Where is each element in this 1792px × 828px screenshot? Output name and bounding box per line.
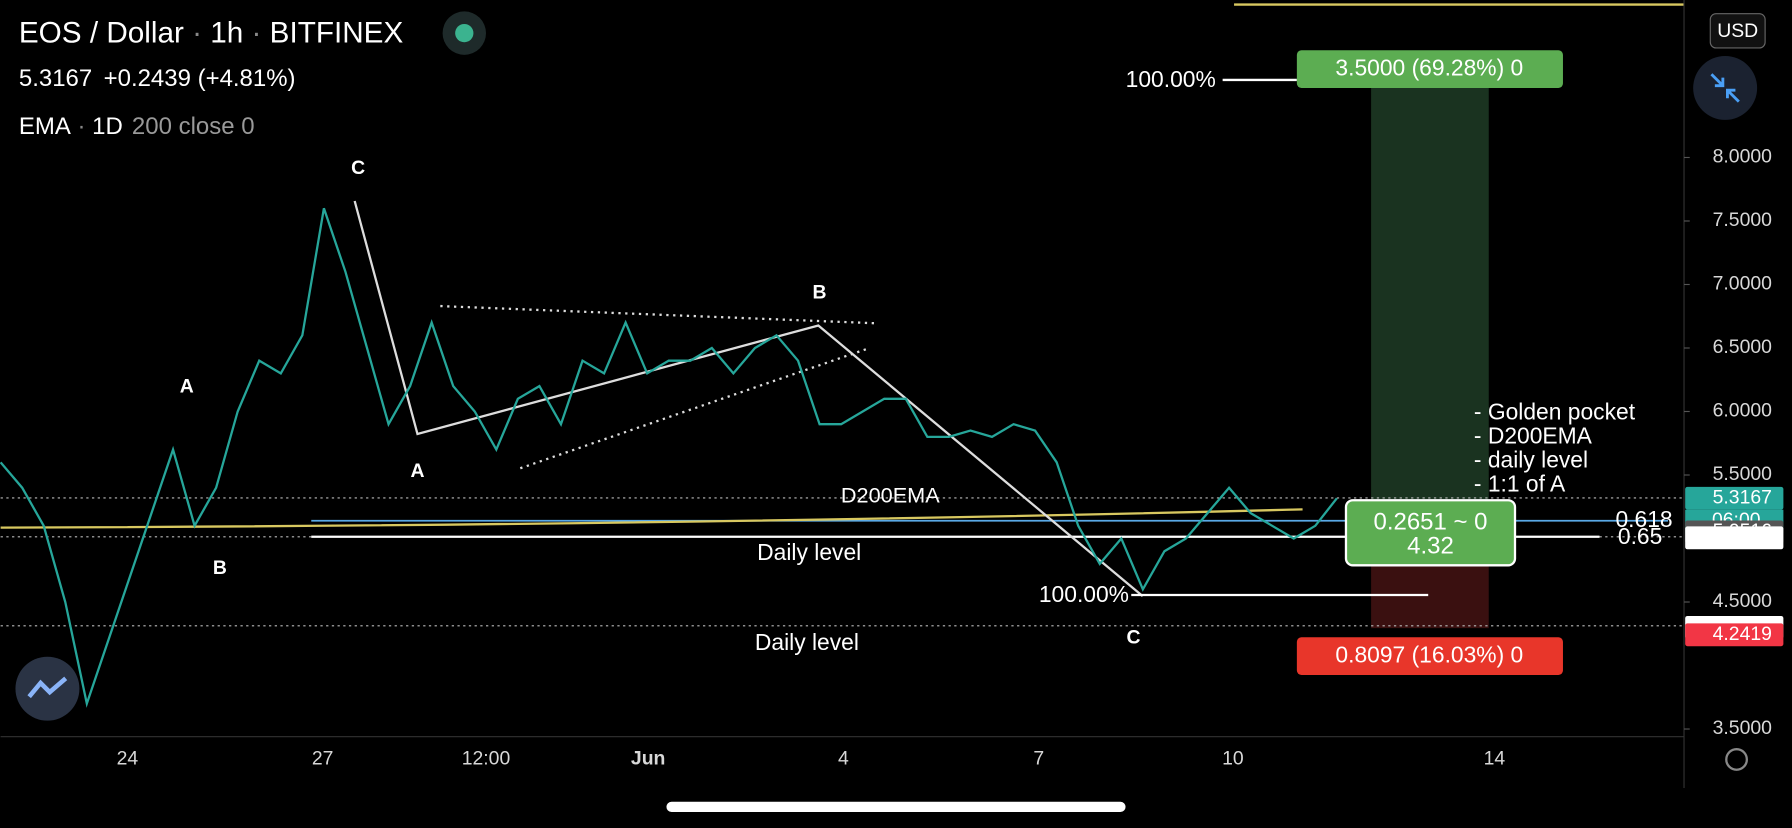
price-label-box xyxy=(1685,486,1784,510)
daily-level-label: Daily level xyxy=(757,539,861,565)
wave-label: C xyxy=(1127,627,1141,649)
price-label-box xyxy=(1685,623,1784,647)
price: 5.3167 +0.2439 (+4.81%) xyxy=(19,65,296,92)
note: - daily level xyxy=(1474,446,1588,472)
logo-icon xyxy=(27,676,68,699)
settings-button[interactable] xyxy=(1725,748,1748,771)
x-tick-label: 14 xyxy=(1484,748,1506,770)
ema-line xyxy=(0,508,1303,529)
fib-label: 100.00% xyxy=(1126,66,1216,92)
target-box xyxy=(1296,50,1563,88)
wave-label: B xyxy=(213,557,227,579)
y-tick-label: 6.5000 xyxy=(1713,336,1773,358)
wave-line xyxy=(353,200,1144,598)
y-tick-label: 4.5000 xyxy=(1713,590,1773,612)
status-dot xyxy=(455,23,474,43)
ema-label: D200EMA xyxy=(841,483,940,508)
y-tick-label: 5.5000 xyxy=(1713,463,1773,485)
note: - 1:1 of A xyxy=(1474,470,1566,496)
fib-label: 100.00% xyxy=(1039,581,1129,607)
price-label: 4.2419 xyxy=(1713,623,1772,645)
symbol: EOS / Dollar · 1h · BITFINEX xyxy=(19,16,404,49)
y-tick-label: 3.5000 xyxy=(1713,717,1773,739)
entry-label: 0.2651 ~ 0 xyxy=(1374,508,1488,535)
plot xyxy=(0,207,1338,708)
stop-label: 0.8097 (16.03%) 0 xyxy=(1335,642,1523,668)
price-line xyxy=(0,207,1338,708)
wave-label: C xyxy=(351,157,365,179)
currency: USD xyxy=(1717,20,1758,42)
triangle-line xyxy=(440,304,875,325)
price-label: 5.0054 xyxy=(1713,526,1773,548)
target-label: 3.5000 (69.28%) 0 xyxy=(1335,55,1523,81)
x-tick-label: 4 xyxy=(838,748,849,770)
y-tick-label: 7.5000 xyxy=(1713,209,1773,231)
x-tick-label: 27 xyxy=(312,748,334,770)
daily-level-label: Daily level xyxy=(755,629,859,655)
price-label-box xyxy=(1685,526,1784,550)
compress-button[interactable] xyxy=(1693,55,1758,120)
note: - D200EMA xyxy=(1474,422,1593,448)
fib-label: 0.65 xyxy=(1618,523,1662,549)
indicator[interactable]: EMA · 1D 200 close 0 xyxy=(19,113,255,140)
wave-label: B xyxy=(812,282,826,304)
axes: 3.5000 4.5000 5.5000 6.0000 6.5000 7.0000 7.50… xyxy=(117,146,1784,770)
y-tick-label: 8.0000 xyxy=(1713,146,1773,168)
entry-box xyxy=(1344,499,1517,567)
x-tick-label: 12:00 xyxy=(462,748,511,770)
wave-label: A xyxy=(180,375,194,397)
profit-zone xyxy=(1371,85,1489,521)
y-tick-label: 7.0000 xyxy=(1713,273,1773,295)
currency-button[interactable] xyxy=(1709,13,1766,49)
entry-label: 4.32 xyxy=(1407,532,1454,559)
x-tick-label: 24 xyxy=(117,748,139,770)
fib-label: 0.618 xyxy=(1615,506,1672,532)
wave-label: A xyxy=(410,460,424,482)
price-label: 5.3167 xyxy=(1713,486,1772,508)
compress-icon xyxy=(1710,73,1740,103)
y-tick-label: 6.0000 xyxy=(1713,400,1773,422)
x-tick-label: Jun xyxy=(631,748,666,770)
stop-box xyxy=(1296,637,1563,675)
note: - Golden pocket xyxy=(1474,398,1636,424)
x-tick-label: 7 xyxy=(1033,748,1044,770)
home-indicator xyxy=(666,801,1126,813)
x-tick-label: 10 xyxy=(1222,748,1244,770)
triangle-line xyxy=(519,347,869,470)
